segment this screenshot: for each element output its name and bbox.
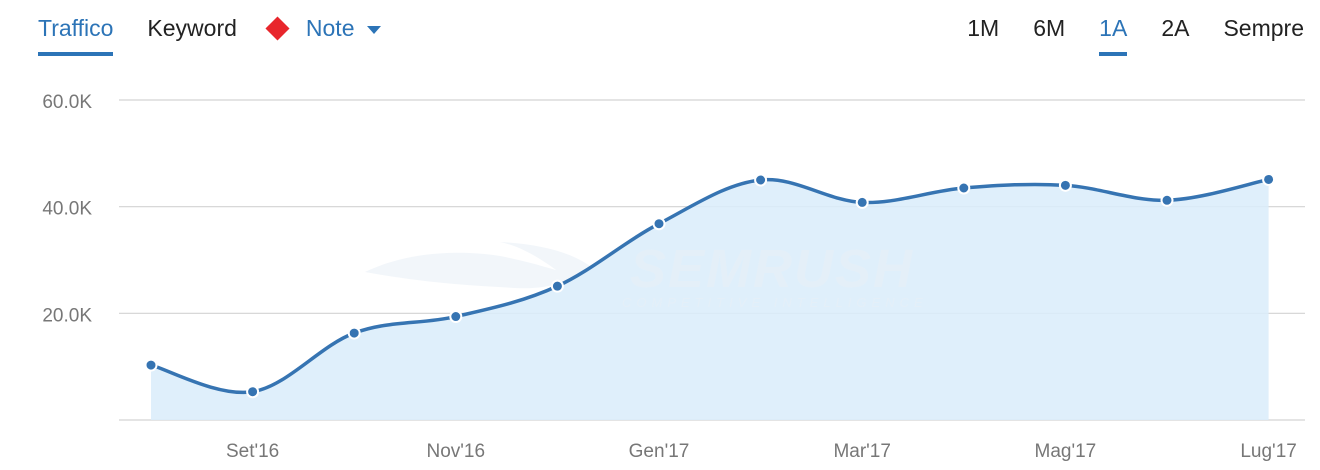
date-range-selector: 1M 6M 1A 2A Sempre — [933, 8, 1304, 56]
data-point-8[interactable] — [957, 181, 971, 195]
chevron-down-icon — [366, 25, 381, 34]
range-2a[interactable]: 2A — [1161, 15, 1190, 41]
tab-traffic[interactable]: Traffico — [38, 12, 114, 56]
x-tick-label: Set'16 — [226, 441, 279, 462]
data-point-10[interactable] — [1160, 193, 1174, 207]
range-1m[interactable]: 1M — [967, 15, 1000, 41]
data-point-6[interactable] — [754, 173, 768, 187]
range-1a[interactable]: 1A — [1099, 12, 1128, 56]
data-point-0[interactable] — [144, 358, 158, 372]
notes-dropdown[interactable]: Note — [265, 12, 381, 44]
view-tabs: Traffico Keyword Note — [38, 8, 381, 56]
data-point-5[interactable] — [652, 217, 666, 231]
tab-keyword[interactable]: Keyword — [147, 15, 237, 41]
range-6m[interactable]: 6M — [1033, 15, 1066, 41]
semrush-fire-icon — [365, 242, 590, 289]
x-tick-label: Gen'17 — [629, 441, 690, 462]
notes-dropdown-label: Note — [305, 14, 355, 41]
x-tick-label: Mag'17 — [1035, 441, 1097, 462]
data-point-4[interactable] — [550, 279, 564, 293]
traffic-line — [150, 177, 1269, 395]
y-tick-label: 60.0K — [42, 92, 92, 113]
y-tick-label: 20.0K — [42, 305, 92, 326]
traffic-area — [151, 179, 1269, 420]
data-point-9[interactable] — [1058, 178, 1072, 192]
y-tick-label: 40.0K — [42, 199, 92, 220]
data-point-2[interactable] — [347, 326, 361, 340]
x-tick-label: Lug'17 — [1240, 441, 1296, 462]
watermark-tagline: COMPETITIVE INTELLIGENCE — [622, 295, 928, 310]
data-point-7[interactable] — [855, 195, 869, 209]
data-point-3[interactable] — [449, 310, 463, 324]
data-point-1[interactable] — [246, 385, 260, 399]
watermark-brand: SEMRUSH — [630, 239, 914, 299]
data-point-11[interactable] — [1262, 172, 1276, 186]
x-tick-label: Mar'17 — [833, 441, 890, 462]
range-sempre[interactable]: Sempre — [1223, 15, 1304, 41]
x-tick-label: Nov'16 — [427, 441, 486, 462]
